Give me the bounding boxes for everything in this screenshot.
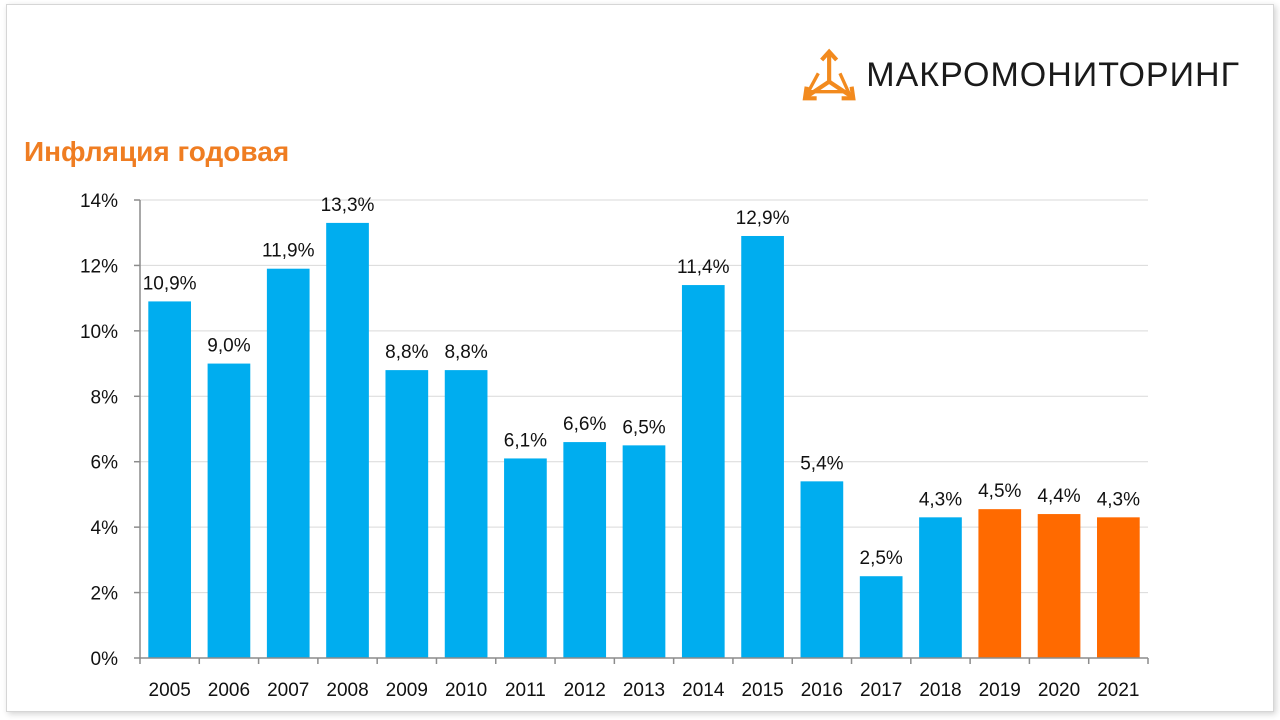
bar-2009 <box>385 370 429 658</box>
x-tick-label: 2019 <box>979 680 1021 701</box>
x-tick-label: 2013 <box>623 680 665 701</box>
x-tick-label: 2010 <box>445 680 487 701</box>
data-label: 6,1% <box>504 430 547 451</box>
data-label: 4,3% <box>919 489 962 510</box>
y-tick-label: 6% <box>91 453 119 474</box>
data-label: 9,0% <box>207 336 250 357</box>
bar-2010 <box>444 370 488 658</box>
x-tick-label: 2007 <box>267 680 309 701</box>
x-tick-label: 2006 <box>208 680 250 701</box>
data-label: 8,8% <box>444 342 487 363</box>
chart-title: Инфляция годовая <box>24 136 290 167</box>
x-tick-label: 2021 <box>1097 680 1139 701</box>
x-tick-label: 2015 <box>741 680 783 701</box>
data-label: 6,5% <box>622 417 665 438</box>
x-tick-label: 2017 <box>860 680 902 701</box>
bar-2019 <box>978 509 1022 658</box>
y-tick-label: 10% <box>80 322 118 343</box>
bar-2011 <box>504 458 547 658</box>
bar-2018 <box>919 517 962 658</box>
bar-2014 <box>681 285 725 658</box>
bar-2015 <box>741 235 784 658</box>
x-tick-label: 2020 <box>1038 680 1080 701</box>
bar-2006 <box>207 363 251 658</box>
data-label: 13,3% <box>321 195 375 216</box>
data-label: 6,6% <box>563 414 606 435</box>
bar-2005 <box>148 301 191 658</box>
bar-2021 <box>1097 517 1140 658</box>
brand-header: МАКРОМОНИТОРИНГ <box>800 40 1240 110</box>
data-label: 4,4% <box>1037 486 1080 507</box>
x-tick-label: 2011 <box>505 680 546 701</box>
bar-2012 <box>563 442 607 658</box>
x-tick-label: 2014 <box>682 680 725 701</box>
bar-2008 <box>326 222 369 658</box>
y-tick-label: 14% <box>80 191 118 212</box>
data-label: 2,5% <box>860 548 903 569</box>
data-label: 8,8% <box>385 342 428 363</box>
y-tick-label: 4% <box>91 518 119 539</box>
data-label: 12,9% <box>736 208 790 229</box>
brand-name: МАКРОМОНИТОРИНГ <box>866 55 1240 94</box>
x-tick-label: 2012 <box>564 680 606 701</box>
x-tick-label: 2005 <box>149 680 191 701</box>
bar-2017 <box>859 576 903 658</box>
data-label: 11,9% <box>262 241 315 262</box>
data-label: 11,4% <box>677 257 730 278</box>
data-label: 5,4% <box>800 453 843 474</box>
y-tick-label: 0% <box>91 649 119 670</box>
y-tick-label: 8% <box>91 387 119 408</box>
data-label: 10,9% <box>143 273 197 294</box>
x-tick-label: 2008 <box>326 680 368 701</box>
y-tick-label: 12% <box>80 256 118 277</box>
bar-2013 <box>622 445 666 658</box>
data-label: 4,3% <box>1097 489 1140 510</box>
data-label: 4,5% <box>978 481 1021 502</box>
x-tick-label: 2018 <box>919 680 961 701</box>
x-tick-label: 2016 <box>801 680 843 701</box>
bar-2020 <box>1037 514 1081 658</box>
x-tick-label: 2009 <box>386 680 428 701</box>
triangle-arrows-logo-icon <box>802 48 856 101</box>
y-tick-label: 2% <box>91 584 119 605</box>
bar-2016 <box>800 481 844 658</box>
bar-2007 <box>266 268 310 658</box>
